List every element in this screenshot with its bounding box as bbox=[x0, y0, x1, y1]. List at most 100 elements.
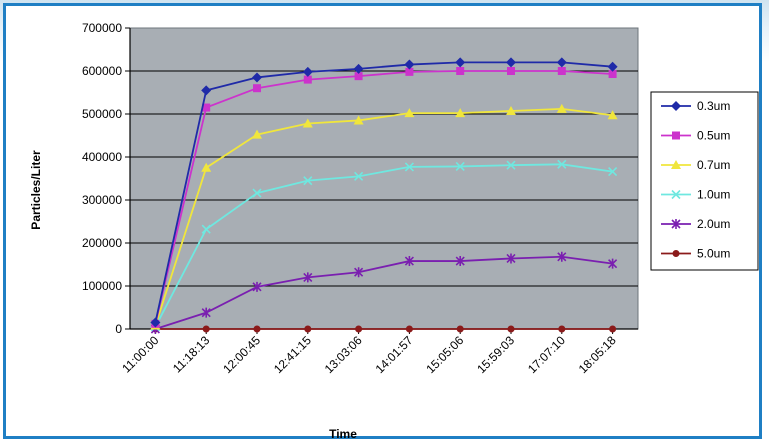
legend-item: 2.0um bbox=[661, 217, 730, 231]
legend-item: 0.7um bbox=[661, 158, 730, 172]
data-point bbox=[404, 256, 414, 267]
legend-marker bbox=[671, 101, 681, 111]
legend-label: 5.0um bbox=[697, 247, 730, 261]
data-point bbox=[405, 325, 413, 333]
data-point bbox=[355, 325, 363, 333]
data-point bbox=[253, 84, 261, 93]
data-point bbox=[353, 115, 364, 125]
data-point bbox=[607, 61, 618, 72]
data-point bbox=[557, 251, 567, 262]
data-point bbox=[607, 110, 618, 120]
data-point bbox=[252, 281, 262, 292]
data-point bbox=[354, 171, 364, 181]
x-tick-label: 13:03:06 bbox=[322, 333, 365, 376]
x-tick-label: 14:01:57 bbox=[373, 333, 416, 376]
series-line bbox=[154, 61, 613, 323]
data-point bbox=[404, 162, 414, 172]
data-point bbox=[608, 258, 618, 269]
x-axis-title: Time bbox=[329, 427, 357, 441]
legend-marker bbox=[671, 219, 681, 229]
x-tick-label: 12:41:15 bbox=[271, 333, 314, 376]
data-point bbox=[404, 59, 415, 70]
data-point bbox=[507, 67, 515, 75]
x-tick-label: 15:05:06 bbox=[423, 333, 466, 376]
data-point bbox=[252, 129, 262, 139]
legend-item: 5.0um bbox=[661, 247, 730, 261]
data-point bbox=[506, 253, 516, 264]
data-point bbox=[303, 272, 313, 283]
x-tick-label: 11:00:00 bbox=[119, 333, 162, 376]
data-point bbox=[455, 108, 466, 118]
legend-item: 1.0um bbox=[661, 188, 730, 202]
legend-label: 0.3um bbox=[697, 99, 730, 113]
data-point bbox=[303, 75, 312, 84]
legend-item: 0.3um bbox=[661, 99, 730, 113]
legend-label: 1.0um bbox=[697, 188, 730, 202]
data-point bbox=[150, 317, 161, 328]
data-point bbox=[252, 72, 262, 83]
data-point bbox=[404, 108, 415, 118]
legend-item: 0.5um bbox=[661, 129, 730, 143]
data-point bbox=[201, 85, 212, 96]
data-point bbox=[353, 63, 364, 74]
legend-label: 2.0um bbox=[697, 217, 730, 231]
legend-label: 0.7um bbox=[697, 158, 730, 172]
x-tick-label: 17:07:10 bbox=[525, 333, 568, 376]
data-point bbox=[608, 167, 618, 177]
y-tick-label: 0 bbox=[115, 322, 122, 336]
data-point bbox=[455, 161, 465, 172]
data-point bbox=[252, 188, 262, 198]
series-0.7um bbox=[150, 103, 618, 330]
data-point bbox=[506, 57, 516, 68]
data-point bbox=[302, 118, 313, 128]
series-line bbox=[154, 107, 613, 326]
data-point bbox=[557, 159, 567, 169]
data-point bbox=[304, 325, 312, 333]
y-tick-label: 400000 bbox=[82, 150, 122, 164]
series-5.0um bbox=[151, 325, 617, 333]
data-point bbox=[354, 267, 364, 278]
data-point bbox=[507, 325, 515, 333]
data-point bbox=[456, 67, 465, 75]
data-point bbox=[253, 325, 261, 333]
data-point bbox=[558, 325, 566, 333]
data-point bbox=[456, 325, 464, 333]
y-tick-label: 500000 bbox=[82, 107, 122, 121]
series-2.0um bbox=[150, 251, 618, 334]
legend-marker bbox=[672, 131, 680, 140]
data-point bbox=[354, 72, 363, 81]
y-tick-label: 300000 bbox=[82, 193, 122, 207]
series-line bbox=[154, 70, 613, 325]
y-tick-label: 600000 bbox=[82, 64, 122, 78]
y-tick-label: 200000 bbox=[82, 236, 122, 250]
series-line bbox=[155, 255, 613, 330]
data-point bbox=[201, 224, 211, 234]
legend-marker bbox=[672, 250, 680, 257]
x-tick-label: 12:00:45 bbox=[220, 333, 263, 376]
data-point bbox=[303, 176, 313, 186]
y-axis-title: Particles/Liter bbox=[29, 150, 43, 230]
legend-label: 0.5um bbox=[697, 129, 730, 143]
plot-area bbox=[129, 27, 639, 330]
legend-marker bbox=[671, 189, 681, 200]
series-0.3um bbox=[150, 57, 618, 328]
legend-marker bbox=[671, 160, 681, 169]
series-0.5um bbox=[151, 67, 617, 328]
y-tick-label: 700000 bbox=[82, 21, 122, 35]
data-point bbox=[202, 103, 211, 112]
data-point bbox=[202, 325, 210, 333]
series-line bbox=[154, 163, 613, 328]
data-point bbox=[557, 67, 566, 75]
series-1.0um bbox=[150, 159, 618, 332]
x-tick-label: 15:59:03 bbox=[474, 333, 517, 376]
data-point bbox=[455, 256, 465, 267]
x-tick-label: 18:05:18 bbox=[576, 333, 619, 376]
data-point bbox=[455, 57, 466, 68]
data-point bbox=[405, 67, 414, 76]
x-tick-label: 11:18:13 bbox=[170, 333, 213, 376]
data-point bbox=[201, 307, 211, 318]
data-point bbox=[556, 57, 567, 68]
legend-box bbox=[650, 91, 759, 271]
data-point bbox=[201, 162, 212, 172]
